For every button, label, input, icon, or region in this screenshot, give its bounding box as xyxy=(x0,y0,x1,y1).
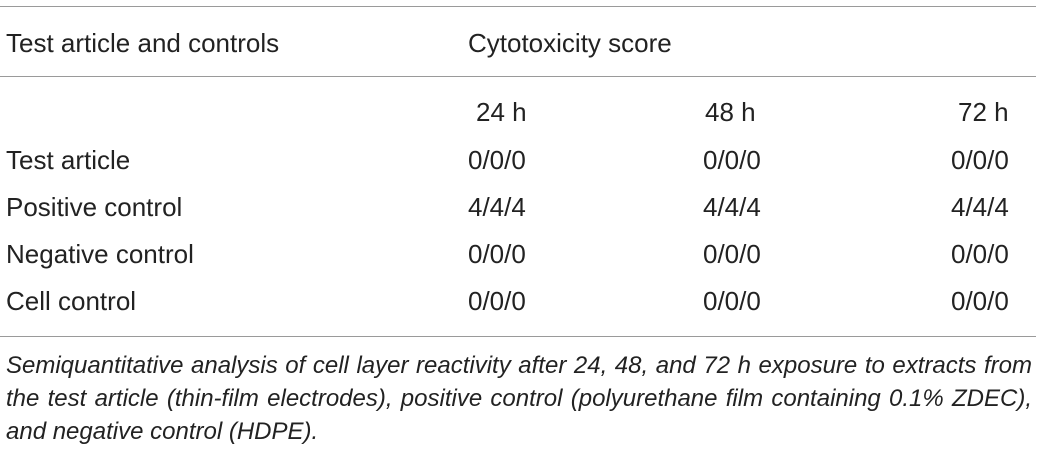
table-cell: 4/4/4 xyxy=(703,192,761,222)
header-test-article-and-controls: Test article and controls xyxy=(6,28,280,58)
table-bottom-rule xyxy=(0,336,1036,337)
row-label: Positive control xyxy=(6,192,183,222)
row-label: Cell control xyxy=(6,286,137,316)
row-label: Test article xyxy=(6,145,131,175)
table-cell: 0/0/0 xyxy=(703,145,761,175)
table-cell: 0/0/0 xyxy=(951,239,1009,269)
table-caption: Semiquantitative analysis of cell layer … xyxy=(6,352,1032,445)
table-cell: 4/4/4 xyxy=(468,192,526,222)
table-cell: 0/0/0 xyxy=(468,239,526,269)
table-cell: 0/0/0 xyxy=(951,286,1009,316)
table-cell: 0/0/0 xyxy=(951,145,1009,175)
header-rule xyxy=(0,76,1036,77)
row-label: Negative control xyxy=(6,239,194,269)
table-cell: 0/0/0 xyxy=(703,239,761,269)
table-cell: 0/0/0 xyxy=(468,286,526,316)
table-cell: 4/4/4 xyxy=(951,192,1009,222)
subheader-48h: 48 h xyxy=(705,97,756,127)
header-cytotoxicity-score: Cytotoxicity score xyxy=(468,28,672,58)
table-top-rule xyxy=(0,6,1036,7)
subheader-72h: 72 h xyxy=(958,97,1009,127)
table-cell: 0/0/0 xyxy=(703,286,761,316)
table-cell: 0/0/0 xyxy=(468,145,526,175)
subheader-24h: 24 h xyxy=(476,97,527,127)
